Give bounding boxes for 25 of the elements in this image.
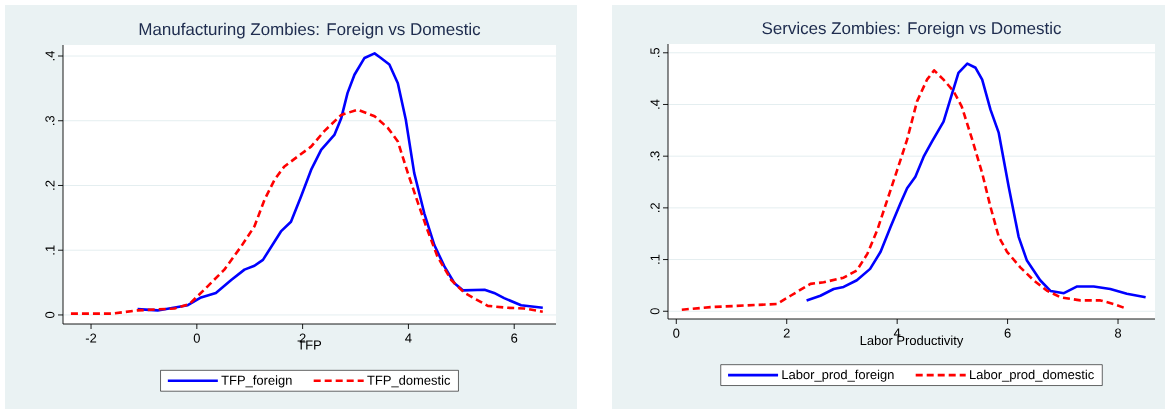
y-tick-label: .2 [45, 180, 55, 190]
legend-label: TFP_foreign [221, 375, 292, 388]
y-tick-label: .4 [650, 99, 660, 109]
x-tick-label: 0 [193, 333, 200, 343]
legend-label: Labor_prod_domestic [970, 369, 1094, 382]
y-tick-label: .3 [45, 115, 55, 125]
x-tick-label: 2 [783, 328, 790, 338]
y-tick-label: 0 [45, 311, 55, 319]
x-tick-label: 6 [511, 333, 518, 343]
x-tick-label: 8 [1114, 328, 1122, 338]
y-tick-label: .4 [45, 50, 55, 61]
y-tick-label: .3 [650, 151, 660, 161]
chart-title: Manufacturing Zombies: Foreign vs Domestic [139, 22, 481, 39]
x-tick-label: 6 [1004, 328, 1011, 338]
y-tick-label: .2 [650, 203, 660, 213]
y-tick-label: .5 [650, 47, 660, 57]
y-tick-label: .1 [45, 245, 55, 255]
x-tick-label: 0 [673, 328, 680, 338]
x-tick-label: -2 [85, 333, 97, 343]
x-tick-label: 4 [405, 333, 412, 343]
chart-title: Services Zombies: Foreign vs Domestic [762, 21, 1061, 38]
legend-label: Labor_prod_foreign [782, 369, 894, 382]
y-tick-label: 0 [650, 308, 660, 315]
y-tick-label: .1 [650, 254, 660, 264]
legend-label: TFP_domestic [367, 375, 451, 388]
